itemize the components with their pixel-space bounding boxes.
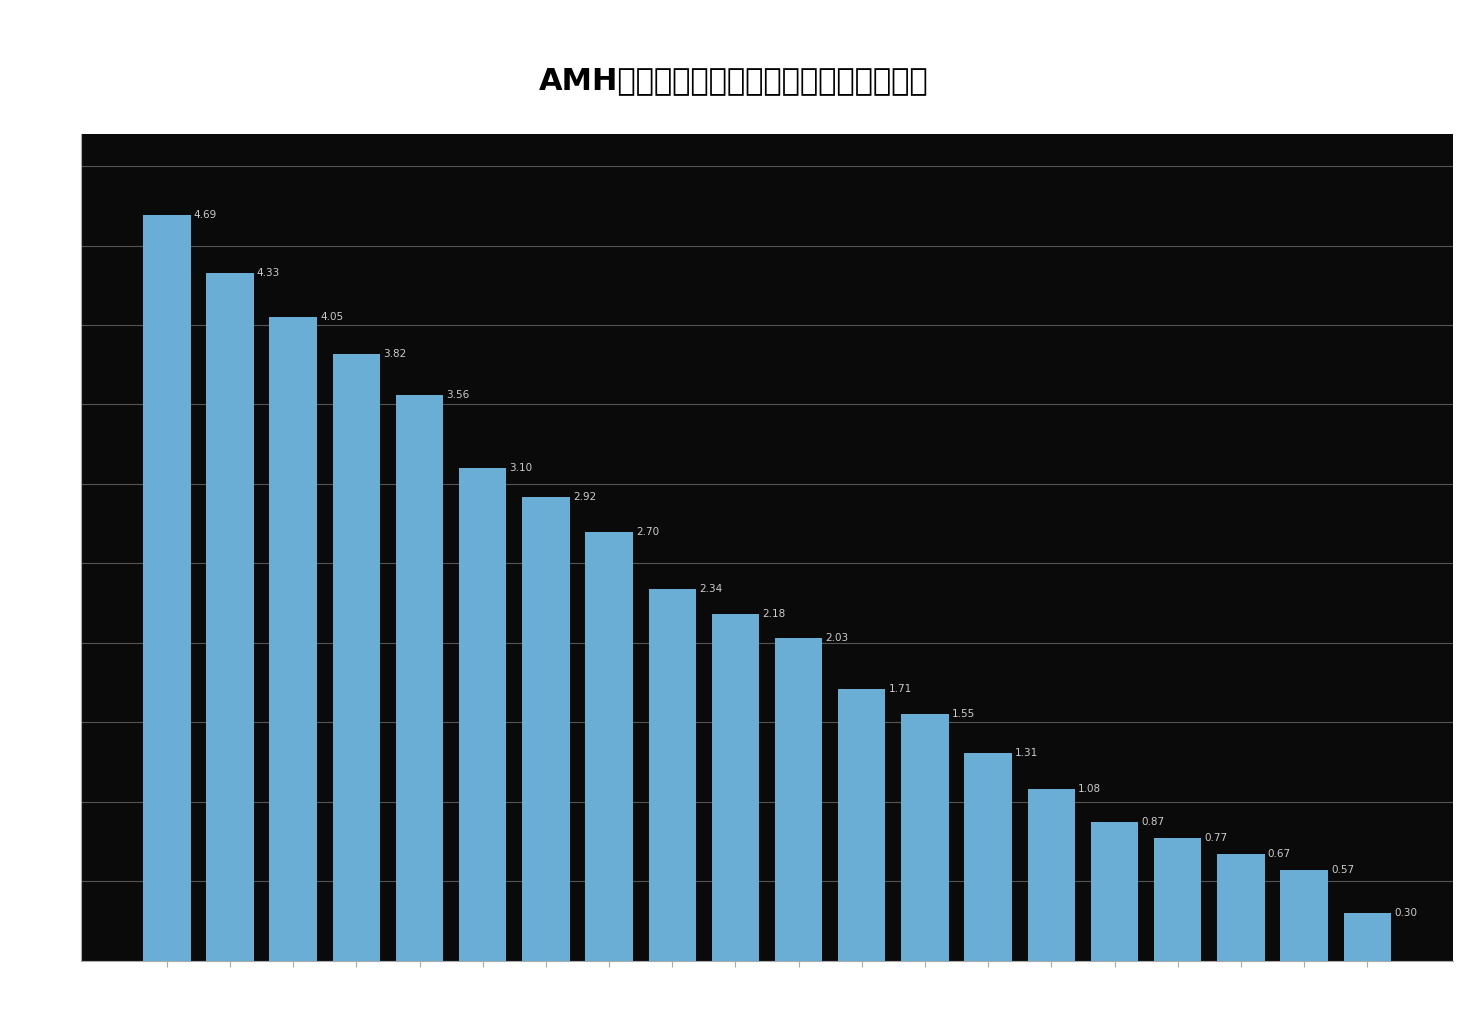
Bar (964, 752, 1011, 961)
Text: 3.10: 3.10 (509, 463, 533, 473)
Bar (838, 689, 885, 961)
Text: 4.05: 4.05 (320, 312, 344, 322)
Bar (649, 589, 696, 961)
Bar (775, 638, 822, 961)
Text: 4.69: 4.69 (194, 211, 217, 220)
Bar (396, 395, 443, 961)
Bar (207, 273, 254, 961)
Bar (901, 715, 948, 961)
Text: 1.08: 1.08 (1078, 784, 1101, 794)
Bar (1154, 839, 1201, 961)
Text: 2.34: 2.34 (699, 584, 722, 594)
Text: 4.33: 4.33 (257, 268, 280, 278)
Text: 0.57: 0.57 (1331, 865, 1353, 875)
Bar (1028, 789, 1075, 961)
Text: 0.30: 0.30 (1395, 908, 1417, 918)
Text: 2.18: 2.18 (762, 609, 785, 619)
Text: 2.03: 2.03 (825, 633, 849, 644)
Text: 0.77: 0.77 (1205, 834, 1227, 843)
Text: 0.67: 0.67 (1268, 849, 1290, 859)
Bar (1280, 870, 1327, 961)
Text: 2.92: 2.92 (573, 492, 596, 502)
Text: 1.71: 1.71 (888, 684, 912, 694)
Text: 1.55: 1.55 (951, 710, 975, 719)
Bar (712, 615, 759, 961)
Text: AMH（年齢別平均抗ミュラー管ホルモン）: AMH（年齢別平均抗ミュラー管ホルモン） (539, 66, 929, 95)
Bar (523, 497, 570, 961)
Bar (1343, 913, 1392, 961)
Text: 3.82: 3.82 (383, 348, 407, 358)
Text: 3.56: 3.56 (446, 389, 470, 400)
Bar (459, 468, 506, 961)
Text: 1.31: 1.31 (1014, 748, 1038, 757)
Bar (333, 353, 380, 961)
Bar (1217, 854, 1264, 961)
Bar (1091, 822, 1138, 961)
Bar (586, 532, 633, 961)
Bar (270, 317, 317, 961)
Text: 2.70: 2.70 (636, 527, 659, 536)
Bar (142, 215, 191, 961)
Text: 0.87: 0.87 (1142, 817, 1164, 827)
